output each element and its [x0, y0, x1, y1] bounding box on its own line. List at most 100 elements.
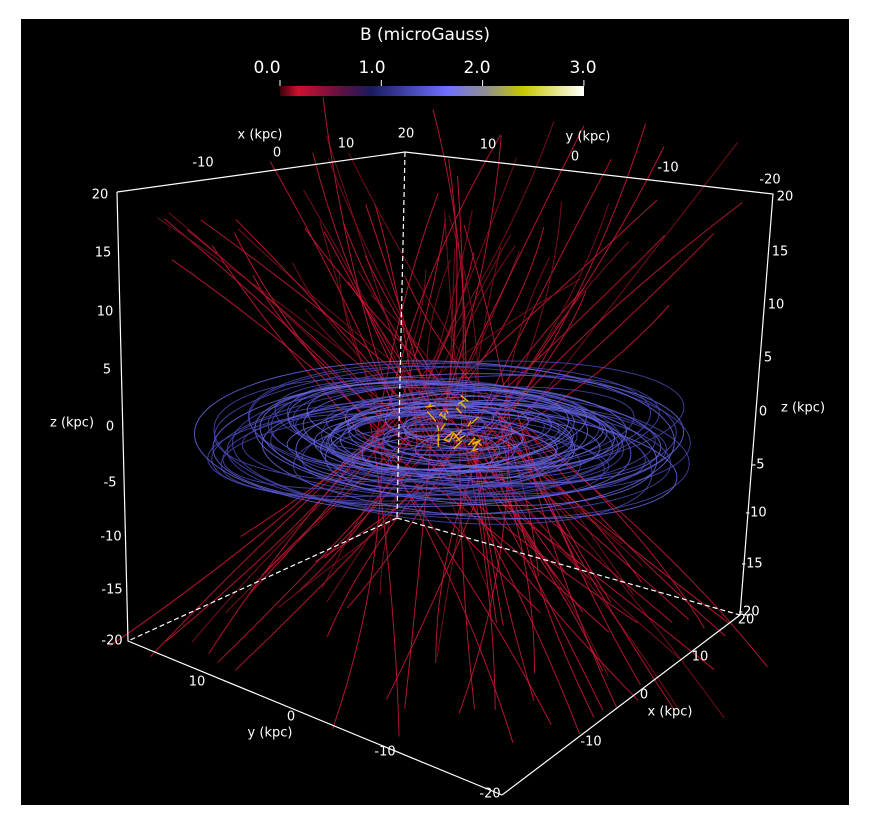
- field-core: [426, 411, 437, 422]
- field-core: [467, 420, 472, 427]
- field-core: [470, 448, 479, 452]
- axis-label: z (kpc): [781, 401, 825, 416]
- field-core: [455, 434, 466, 442]
- axis-tick-label: -20: [101, 634, 122, 649]
- field-loop: [286, 404, 604, 471]
- field-line: [475, 290, 587, 443]
- field-loop: [270, 365, 651, 474]
- field-line: [303, 189, 436, 442]
- axis-tick-label: -10: [657, 161, 678, 176]
- field-core: [443, 431, 454, 441]
- axis-label: x (kpc): [238, 128, 283, 143]
- field-line: [463, 224, 513, 433]
- field-loop: [306, 381, 615, 469]
- field-core: [457, 399, 465, 405]
- field-core: [445, 410, 449, 414]
- field-line: [499, 419, 595, 718]
- field-line: [448, 215, 480, 435]
- field-line: [458, 441, 510, 714]
- field-line: [431, 434, 580, 734]
- field-loop: [295, 389, 569, 481]
- field-loop: [320, 409, 576, 489]
- field-loop: [213, 377, 653, 525]
- field-loop: [241, 413, 605, 501]
- field-line: [377, 269, 427, 422]
- field-line: [525, 142, 739, 417]
- axis-tick-label: 10: [692, 650, 709, 665]
- field-loop: [226, 399, 672, 515]
- axis-tick-label: 20: [738, 613, 755, 628]
- field-line: [436, 159, 458, 449]
- box-edge: [396, 517, 741, 616]
- field-loop: [214, 360, 685, 483]
- field-line: [252, 274, 384, 415]
- field-loop: [326, 395, 575, 470]
- field-core: [460, 394, 469, 403]
- axis-tick-label: -5: [752, 458, 765, 473]
- field-line: [404, 431, 433, 709]
- axis-tick-label: -10: [374, 745, 395, 760]
- field-loop: [361, 430, 500, 475]
- axis-tick-label: 10: [480, 138, 497, 153]
- field-core: [459, 401, 467, 409]
- field-line: [478, 444, 584, 613]
- field-line: [519, 425, 641, 686]
- axis-tick-label: 15: [772, 245, 789, 260]
- colorbar-tick-label: 0.0: [253, 58, 280, 78]
- field-line: [326, 135, 426, 437]
- field-core: [467, 437, 476, 446]
- axis-tick-label: -20: [759, 173, 780, 188]
- field-line: [469, 443, 678, 708]
- field-loop: [247, 362, 677, 487]
- field-core: [425, 405, 435, 408]
- axis-tick-label: 10: [97, 305, 114, 320]
- axis-tick-label: 10: [768, 298, 785, 313]
- field-core: [438, 412, 443, 417]
- colorbar-tick-label: 3.0: [569, 58, 596, 78]
- field-line: [423, 437, 639, 701]
- field-line: [376, 437, 514, 743]
- field-loop: [259, 382, 658, 507]
- field-line: [405, 252, 475, 422]
- field-loop: [403, 407, 495, 438]
- field-line: [484, 232, 715, 446]
- field-loop: [348, 413, 558, 468]
- field-line: [237, 228, 469, 420]
- field-line: [435, 424, 494, 663]
- axis-tick-label: 0: [571, 150, 579, 165]
- field-core: [440, 423, 446, 430]
- field-loop: [287, 380, 662, 485]
- axis-tick-label: 10: [338, 137, 355, 152]
- field-loop: [383, 423, 557, 468]
- axis-tick-label: 0: [106, 420, 114, 435]
- field-core: [437, 433, 440, 441]
- axis-tick-label: 5: [103, 363, 111, 378]
- field-loop: [248, 365, 691, 495]
- field-line: [168, 212, 387, 412]
- field-loop: [414, 427, 523, 462]
- box-edge: [396, 151, 406, 519]
- field-core: [448, 432, 455, 443]
- field-loop: [193, 360, 675, 515]
- field-line: [319, 220, 386, 436]
- colorbar-tick-label: 1.0: [358, 58, 385, 78]
- field-line: [394, 430, 638, 624]
- colorbar: [280, 86, 584, 96]
- axis-tick-label: 20: [92, 188, 109, 203]
- axis-tick-label: -20: [738, 605, 759, 620]
- field-lines: [109, 96, 768, 743]
- axis-tick-label: 20: [398, 127, 415, 142]
- axis-tick-label: -10: [100, 530, 121, 545]
- field-line: [396, 219, 447, 414]
- field-loop: [211, 374, 660, 498]
- field-loop: [382, 408, 545, 461]
- axis-tick-label: -20: [479, 787, 500, 802]
- field-line: [426, 259, 451, 430]
- field-line: [436, 419, 604, 672]
- axis-tick-label: -5: [104, 476, 117, 491]
- colorbar-title: B (microGauss): [360, 25, 490, 45]
- field-line: [480, 434, 568, 575]
- axis-tick-label: 0: [287, 710, 295, 725]
